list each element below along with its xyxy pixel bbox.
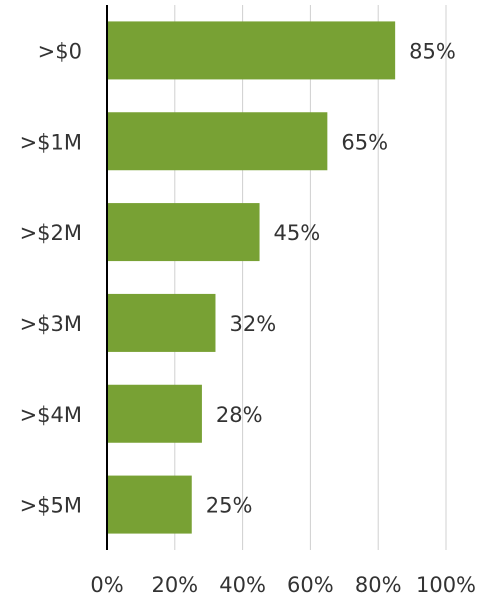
y-tick-label: >$0 (38, 39, 82, 63)
x-tick-label: 60% (287, 573, 334, 597)
bar (107, 21, 396, 80)
bar (107, 203, 260, 262)
y-tick-label: >$5M (20, 494, 82, 518)
value-label: 28% (216, 403, 263, 427)
bar (107, 112, 328, 171)
value-label: 32% (229, 312, 276, 336)
value-label: 85% (409, 39, 456, 63)
bar (107, 384, 202, 443)
x-tick-label: 20% (151, 573, 198, 597)
value-label: 65% (341, 130, 388, 154)
x-tick-label: 40% (219, 573, 266, 597)
y-tick-label: >$4M (20, 403, 82, 427)
bar (107, 475, 192, 534)
x-tick-label: 80% (355, 573, 402, 597)
value-label: 25% (206, 494, 253, 518)
value-label: 45% (274, 221, 321, 245)
bar (107, 293, 216, 352)
y-tick-label: >$2M (20, 221, 82, 245)
x-tick-label: 0% (90, 573, 123, 597)
y-tick-label: >$3M (20, 312, 82, 336)
x-tick-label: 100% (416, 573, 476, 597)
y-tick-label: >$1M (20, 130, 82, 154)
